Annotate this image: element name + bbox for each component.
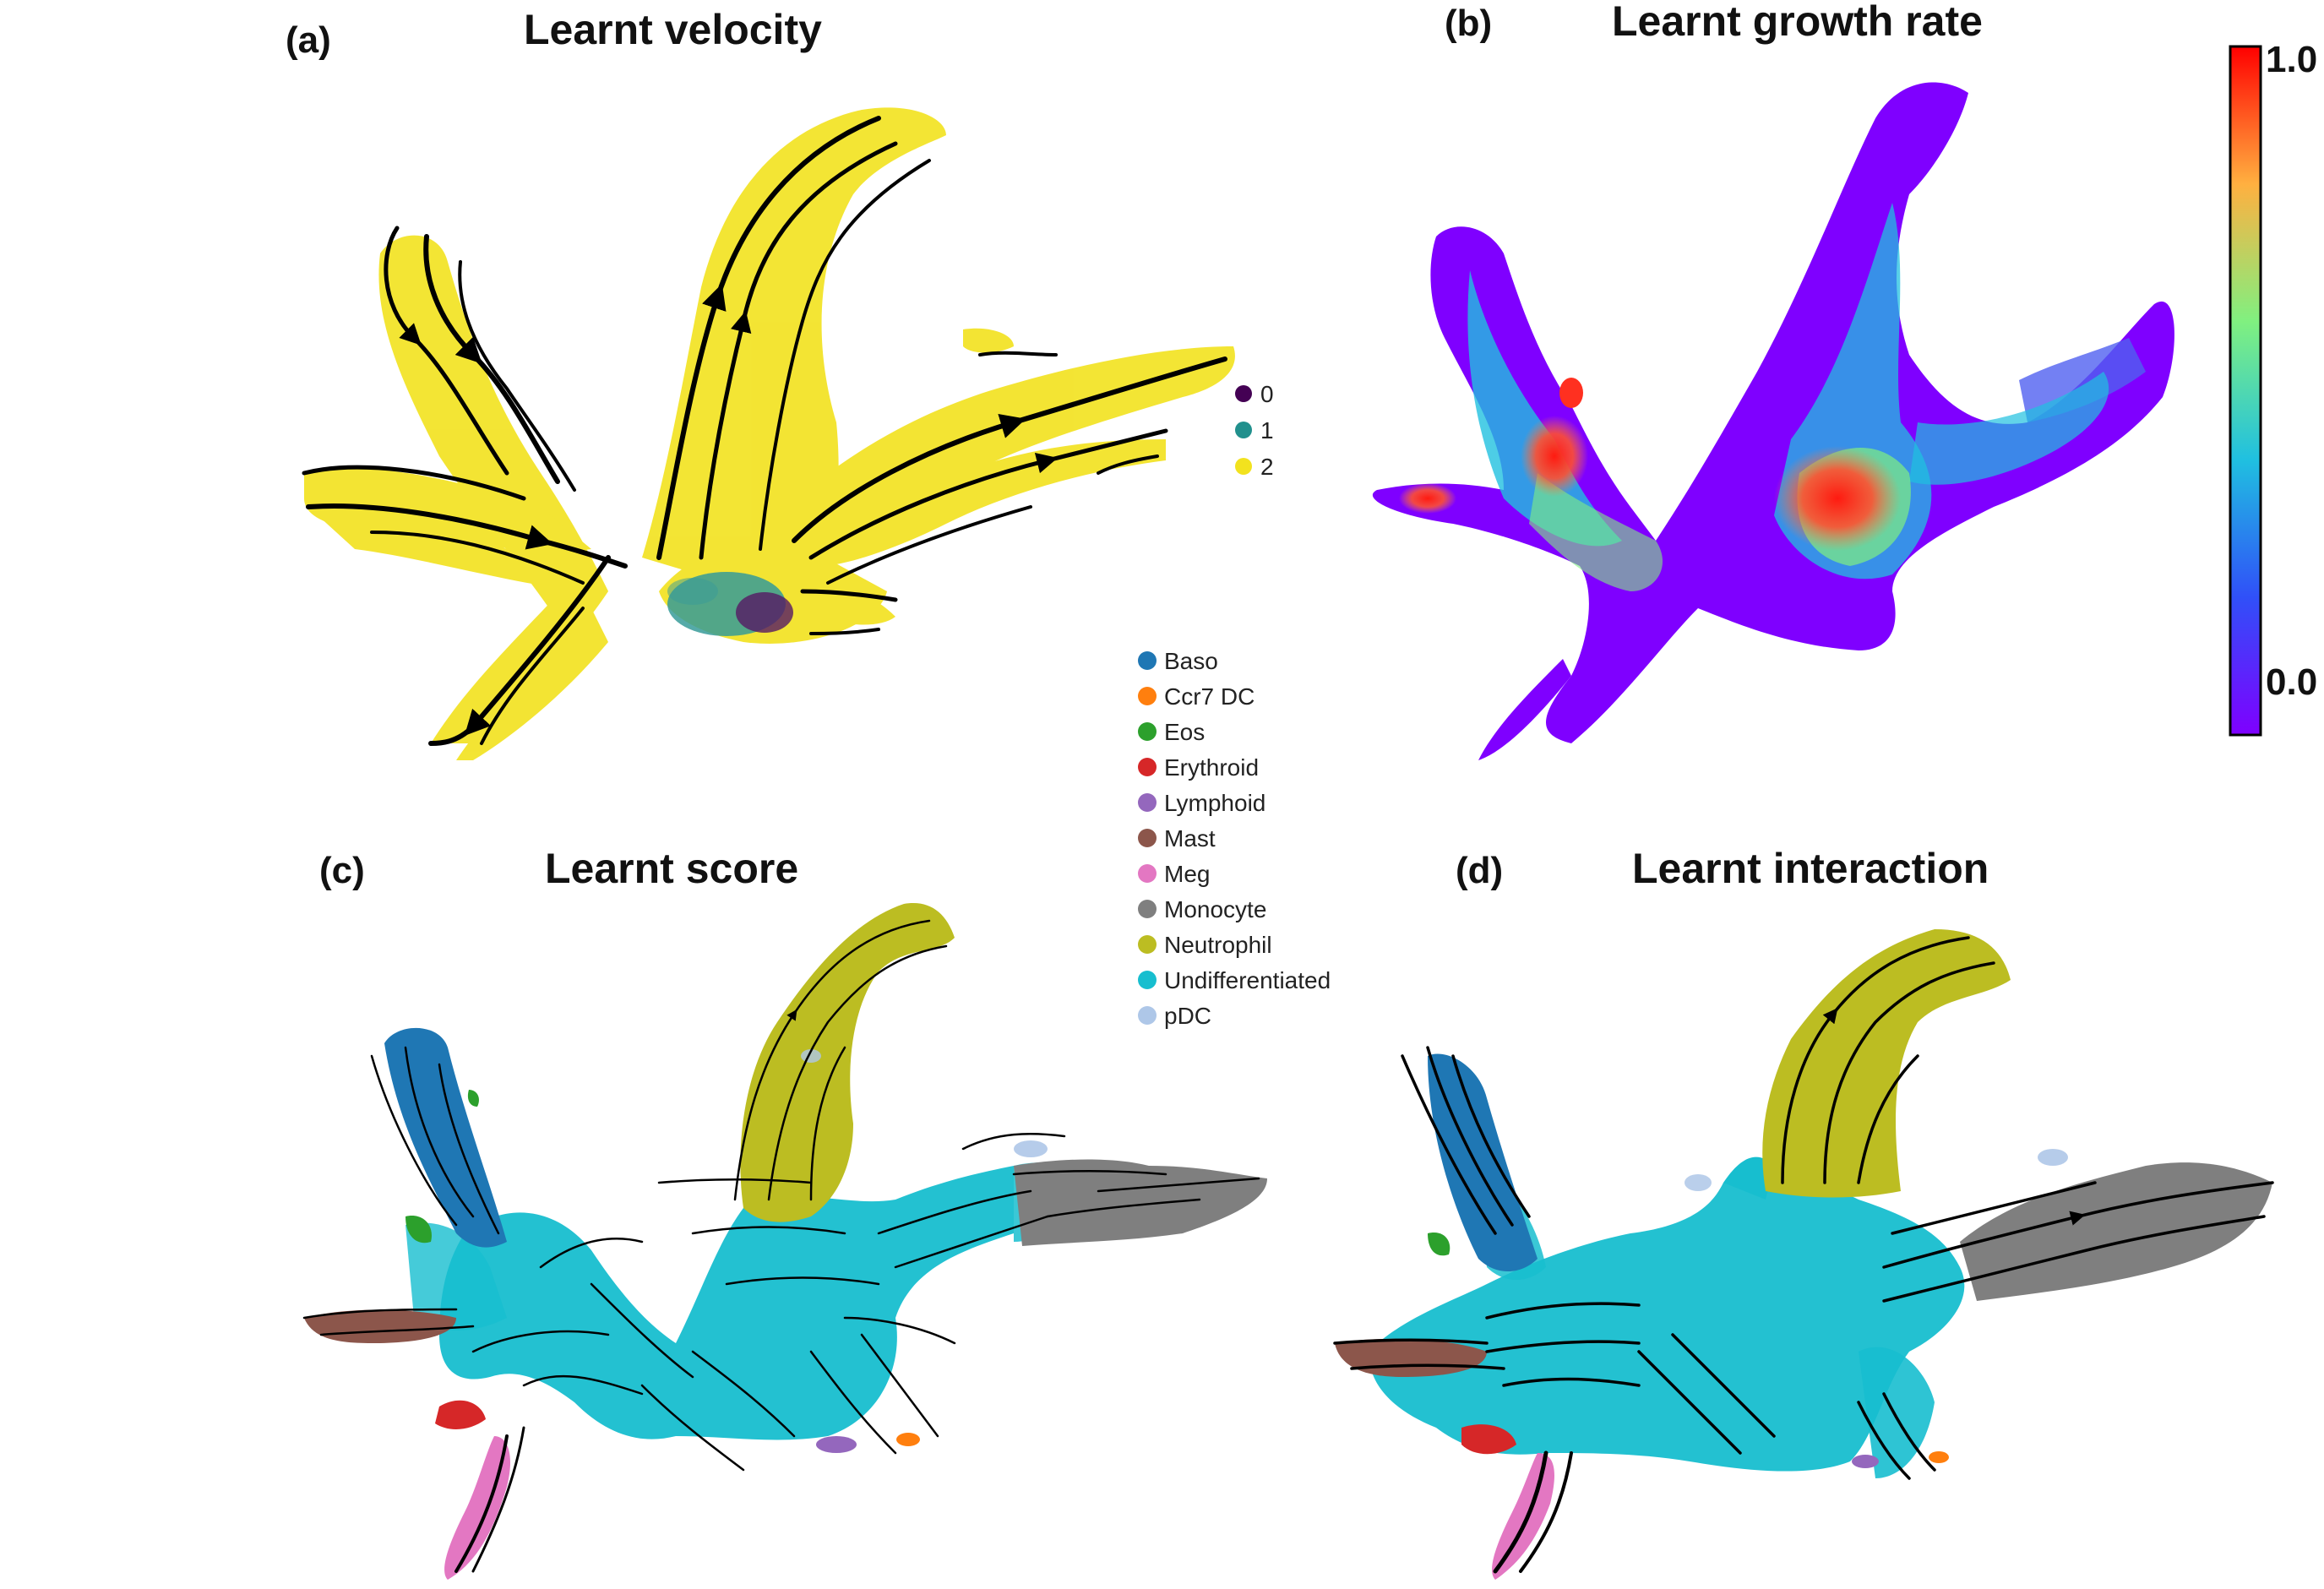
panel-c-scatter-cloud <box>304 903 1267 1580</box>
panel-d-scatter-cloud <box>1335 929 2272 1580</box>
panel-d-streamlines <box>1333 936 2274 1574</box>
legend-label: Lymphoid <box>1164 790 1265 816</box>
panel-a-scatter-cloud <box>304 107 1235 760</box>
panel-b-letter: (b) <box>1445 3 1492 44</box>
panel-c: (c) Learnt score <box>302 845 1267 1580</box>
legend-marker <box>1138 935 1157 954</box>
panel-c-title: Learnt score <box>545 845 798 892</box>
panel-c-streamlines <box>302 919 1260 1573</box>
panel-a-streamlines <box>302 116 1227 746</box>
legend-marker <box>1235 385 1252 402</box>
colorbar-gradient <box>2229 45 2262 737</box>
panel-d-letter: (d) <box>1456 850 1503 891</box>
legend-marker <box>1138 722 1157 741</box>
legend-label: Undifferentiated <box>1164 967 1331 993</box>
panel-a: (a) Learnt velocity <box>286 6 1274 760</box>
legend-entry: pDC <box>1138 1003 1211 1029</box>
legend-entry: Meg <box>1138 861 1210 887</box>
legend-label: Monocyte <box>1164 896 1266 922</box>
legend-entry: 0 <box>1235 381 1274 407</box>
panel-b-title: Learnt growth rate <box>1612 0 1983 45</box>
legend-marker <box>1138 900 1157 918</box>
colorbar-max-label: 1.0 <box>2266 39 2317 80</box>
legend-label: Neutrophil <box>1164 932 1272 958</box>
panel-a-legend: 0 1 2 <box>1235 381 1274 480</box>
legend-label: Baso <box>1164 648 1218 674</box>
legend-entry: Lymphoid <box>1138 790 1265 816</box>
colorbar-min-label: 0.0 <box>2266 661 2317 703</box>
legend-marker <box>1138 1006 1157 1025</box>
legend-label: 1 <box>1260 417 1274 444</box>
panel-d: (d) Learnt interaction <box>1333 845 2274 1580</box>
panel-b-scatter-cloud <box>1372 82 2174 760</box>
legend-entry: Erythroid <box>1138 754 1259 781</box>
legend-label: 0 <box>1260 381 1274 407</box>
legend-entry: Undifferentiated <box>1138 967 1331 993</box>
legend-marker <box>1138 758 1157 776</box>
celltype-legend: Baso Ccr7 DC Eos Erythroid Lymphoid Mast… <box>1138 648 1331 1029</box>
legend-marker <box>1138 687 1157 705</box>
legend-label: Ccr7 DC <box>1164 683 1255 710</box>
panel-c-letter: (c) <box>319 850 365 891</box>
panel-b: (b) Learnt growth rate 1.0 0.0 <box>1372 0 2317 760</box>
legend-entry: Monocyte <box>1138 896 1266 922</box>
legend-marker <box>1138 971 1157 989</box>
legend-marker <box>1138 651 1157 670</box>
legend-label: Erythroid <box>1164 754 1259 781</box>
legend-marker <box>1138 793 1157 812</box>
panel-b-colorbar: 1.0 0.0 <box>2229 39 2317 737</box>
legend-entry: Mast <box>1138 825 1216 852</box>
panel-a-letter: (a) <box>286 19 331 61</box>
legend-marker <box>1138 829 1157 847</box>
legend-marker <box>1138 864 1157 883</box>
legend-label: Meg <box>1164 861 1210 887</box>
legend-marker <box>1235 422 1252 438</box>
legend-label: Eos <box>1164 719 1205 745</box>
legend-marker <box>1235 458 1252 475</box>
panel-d-title: Learnt interaction <box>1632 845 1989 892</box>
legend-label: pDC <box>1164 1003 1211 1029</box>
legend-label: 2 <box>1260 454 1274 480</box>
legend-entry: Eos <box>1138 719 1205 745</box>
legend-entry: Baso <box>1138 648 1218 674</box>
legend-label: Mast <box>1164 825 1216 852</box>
legend-entry: Neutrophil <box>1138 932 1272 958</box>
panel-a-title: Learnt velocity <box>524 6 822 53</box>
legend-entry: Ccr7 DC <box>1138 683 1255 710</box>
legend-entry: 1 <box>1235 417 1274 444</box>
legend-entry: 2 <box>1235 454 1274 480</box>
